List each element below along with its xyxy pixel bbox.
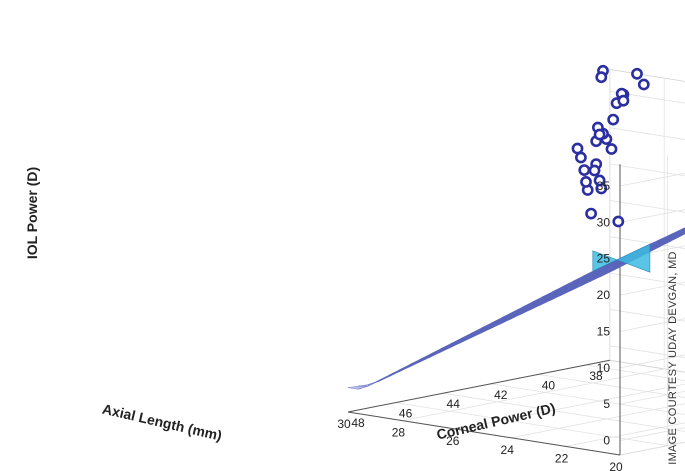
data-point (612, 215, 625, 228)
x-tick-label: 28 (392, 426, 406, 440)
data-point (595, 71, 608, 84)
data-point (578, 164, 591, 176)
y-tick-label: 38 (589, 369, 603, 383)
y-tick-label: 40 (542, 378, 556, 392)
z-tick-label: 10 (597, 361, 611, 375)
data-point (593, 174, 606, 187)
z-tick-label: 0 (603, 433, 610, 447)
x-axis-line (347, 411, 621, 456)
fitted-surface (347, 227, 685, 390)
z-tick-label: 5 (603, 397, 610, 411)
image-credit: IMAGE COURTESY UDAY DEVGAN, MD (667, 251, 679, 465)
z-tick-label: 25 (597, 252, 611, 266)
data-point (637, 78, 650, 91)
x-gridline (402, 78, 665, 421)
z-tick-label: 20 (597, 288, 611, 302)
data-point (593, 128, 606, 141)
axes-box (347, 69, 685, 456)
y-tick-label: 44 (447, 397, 461, 411)
y-tick-label: 42 (494, 388, 508, 402)
y-gridline (538, 374, 685, 398)
tick-labels: 0 5 10 15 20 25 30 35 20 22 24 26 28 30 38 40 42 44 46 48 (337, 179, 623, 471)
y-tick-label: 46 (399, 407, 413, 421)
y-axis-line (347, 359, 610, 413)
x-tick-label: 22 (555, 451, 569, 465)
data-point (605, 143, 618, 155)
x-gridline (511, 403, 685, 439)
z-tick-label: 15 (597, 324, 611, 338)
data-point (617, 94, 630, 107)
x-tick-label: 20 (609, 460, 623, 471)
surface-side-edge (592, 243, 651, 273)
data-point (585, 207, 597, 220)
surface-cell (599, 266, 621, 278)
y-gridline (395, 154, 668, 447)
surface-cell (347, 385, 369, 390)
z-tick-label: 35 (597, 179, 611, 193)
x-tick-label: 24 (501, 443, 515, 457)
data-point (588, 164, 601, 177)
y-gridline (443, 392, 685, 432)
data-point (631, 67, 643, 80)
data-point (607, 113, 620, 126)
z-tick-label: 30 (597, 215, 611, 229)
x-gridline (456, 383, 685, 430)
data-point (580, 175, 592, 188)
data-points (571, 64, 650, 228)
x-tick-label: 30 (337, 417, 351, 431)
y-gridline (490, 383, 685, 415)
x-gridline (565, 422, 685, 447)
y-tick-label: 48 (351, 416, 365, 430)
z-axis-label: IOL Power (D) (24, 167, 40, 259)
x-gridline (347, 69, 611, 413)
data-point (571, 142, 584, 155)
x-tick-label: 26 (446, 434, 460, 448)
x-axis-label: Axial Length (mm) (101, 401, 224, 444)
y-gridline (585, 364, 685, 382)
